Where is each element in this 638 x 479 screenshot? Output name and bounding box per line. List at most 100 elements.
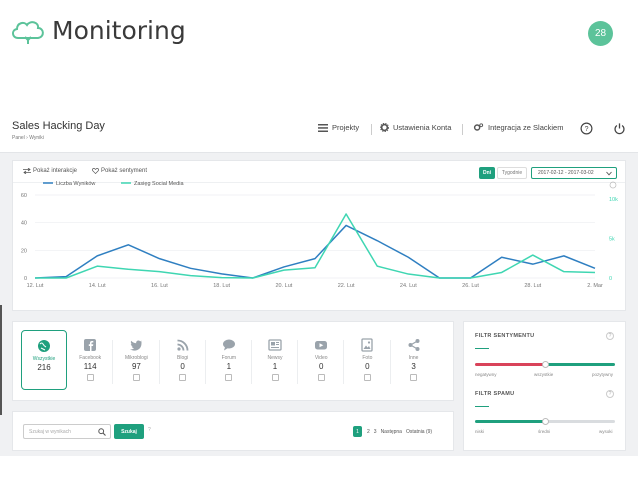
series-line-2 — [35, 213, 596, 279]
nav-projects[interactable]: Projekty — [318, 123, 359, 132]
channel-divider — [389, 340, 391, 384]
slide-header: Monitoring — [10, 16, 186, 45]
x-tick: 16. Lut — [151, 283, 168, 289]
spam-label-low: niski — [475, 429, 485, 434]
spam-label-mid: średni — [538, 429, 551, 434]
sentiment-label-all: wszystkie — [534, 372, 554, 377]
channel-checkbox[interactable] — [179, 374, 187, 381]
channel-foto[interactable]: Foto 0 — [344, 330, 390, 390]
toggle-interactions[interactable]: Pokaż interakcje — [23, 168, 77, 174]
channel-checkbox[interactable] — [86, 374, 94, 381]
channel-label: Video — [314, 355, 328, 361]
spam-filter-title: FILTR SPAMU — [475, 391, 515, 397]
channel-count: 1 — [272, 362, 278, 371]
chat-icon — [222, 339, 235, 351]
x-tick: 18. Lut — [213, 283, 230, 289]
nav-divider — [462, 124, 463, 135]
y-tick-left: 0 — [24, 276, 27, 282]
y-tick-right: 10k — [609, 197, 618, 203]
sentiment-underline — [475, 348, 489, 349]
channel-label: Forum — [221, 355, 237, 361]
channel-label: Wszystkie — [32, 356, 56, 362]
channel-checkbox[interactable] — [410, 374, 418, 381]
search-button[interactable]: Szukaj — [114, 424, 144, 439]
line-chart: 0 20 40 60 0 5k 10k 12. Lut 14. Lut 16. Lut 18. Lu… — [21, 181, 618, 289]
channel-checkbox[interactable] — [271, 374, 279, 381]
video-icon — [315, 341, 328, 350]
pagination: 1 2 3 Następna Ostatnia (9) — [353, 426, 436, 437]
channel-label: Facebook — [79, 355, 102, 361]
channel-video[interactable]: Video 0 — [298, 330, 344, 390]
app-screenshot: Sales Hacking Day Panel › Wyniki Projekt… — [0, 110, 638, 456]
legend-label: Liczba Wyników — [56, 181, 95, 187]
y-tick-left: 60 — [21, 193, 27, 199]
nav-projects-label: Projekty — [332, 123, 360, 132]
y-tick-right: 0 — [609, 276, 612, 282]
channel-count: 97 — [131, 362, 141, 371]
search-help[interactable]: ? — [148, 427, 151, 433]
series-line-1 — [34, 224, 596, 279]
channel-forum[interactable]: Forum 1 — [206, 330, 252, 390]
channel-blogi[interactable]: Blogi 0 — [160, 330, 206, 390]
weeks-button[interactable]: Tygodnie — [497, 167, 527, 179]
channel-inne[interactable]: Inne 3 — [391, 330, 437, 390]
channel-checkbox[interactable] — [363, 374, 371, 381]
spam-slider-thumb[interactable] — [541, 418, 549, 425]
nav-settings[interactable]: Ustawienia Konta — [380, 123, 451, 132]
nav-slack[interactable]: Integracja ze Slackiem — [473, 123, 563, 132]
page-2[interactable]: 2 — [367, 428, 370, 435]
x-tick: 22. Lut — [338, 283, 355, 289]
spam-label-high: wysoki — [599, 429, 613, 434]
channel-divider — [158, 340, 160, 384]
sentiment-label-negative: negatywny — [475, 372, 497, 377]
page-1[interactable]: 1 — [353, 426, 362, 437]
channel-checkbox[interactable] — [132, 374, 140, 381]
channel-facebook[interactable]: Facebook 114 — [67, 330, 113, 390]
sentiment-help[interactable]: ? — [606, 332, 614, 340]
page-3[interactable]: 3 — [373, 428, 377, 435]
cloud-tree-icon — [12, 20, 44, 44]
search-icon — [98, 428, 106, 436]
heart-icon — [92, 168, 99, 174]
sentiment-filter-title: FILTR SENTYMENTU — [475, 333, 535, 339]
channel-count: 114 — [83, 362, 97, 371]
toggle-sentiment[interactable]: Pokaż sentyment — [92, 168, 147, 174]
search-placeholder: Szukaj w wynikach — [29, 428, 71, 435]
swap-icon — [23, 168, 31, 174]
days-button[interactable]: Dni — [479, 167, 495, 179]
nav-divider — [371, 124, 372, 135]
sentiment-label-positive: pozytywny — [592, 372, 614, 377]
x-tick: 12. Lut — [27, 283, 44, 289]
channel-checkbox[interactable] — [225, 374, 233, 381]
channel-checkbox[interactable] — [317, 374, 325, 381]
globe-icon — [38, 340, 50, 352]
channel-newsy[interactable]: Newsy 1 — [252, 330, 298, 390]
next-page[interactable]: Następna — [380, 428, 402, 435]
date-range-select[interactable]: 2017-02-12 - 2017-03-02 — [531, 167, 617, 179]
x-tick: 28. Lut — [524, 283, 541, 289]
channel-count: 0 — [365, 362, 370, 371]
chart-card: Pokaż interakcje Pokaż sentyment Dni Tyg… — [12, 160, 626, 311]
slide-title: Monitoring — [52, 16, 186, 45]
channel-wszystkie[interactable]: Wszystkie 216 — [21, 330, 67, 390]
search-input[interactable]: Szukaj w wynikach — [23, 424, 111, 439]
channel-label: Newsy — [267, 355, 283, 361]
channel-divider — [251, 340, 252, 384]
channel-count: 216 — [37, 363, 51, 372]
channel-filter-card: Wszystkie 216 Facebook 114 Mikroblogi 97 Blogi… — [12, 321, 454, 401]
sentiment-slider-thumb[interactable] — [541, 361, 549, 368]
channel-mikroblogi[interactable]: Mikroblogi 97 — [113, 330, 159, 390]
rss-icon — [176, 339, 188, 351]
breadcrumb[interactable]: Panel › Wyniki — [12, 135, 44, 141]
spam-help[interactable]: ? — [606, 390, 614, 398]
power-icon[interactable] — [613, 122, 626, 135]
facebook-icon — [84, 339, 97, 351]
photo-icon — [361, 338, 374, 352]
svg-text:?: ? — [585, 126, 589, 133]
legend-label: Zasięg Social Media — [134, 181, 184, 187]
x-tick: 20. Lut — [275, 283, 292, 289]
y-tick-left: 40 — [21, 221, 27, 227]
help-icon[interactable]: ? — [580, 122, 593, 135]
channel-divider — [112, 340, 114, 384]
last-page[interactable]: Ostatnia (9) — [405, 428, 433, 435]
